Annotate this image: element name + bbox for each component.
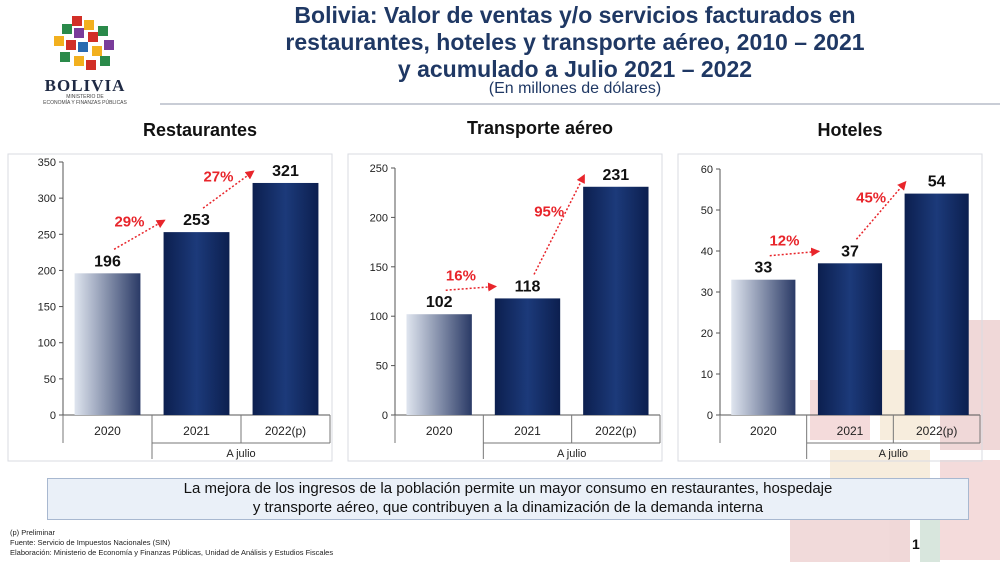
value-label: 196 xyxy=(94,253,121,270)
bar-2022(p) xyxy=(904,193,969,415)
chart-restaurantes: 0 50 100 150 200 250 300 350 196 2020 253 2021 321 20… xyxy=(7,153,333,462)
group-label: A julio xyxy=(226,448,255,460)
category-label: 2020 xyxy=(94,424,121,438)
footnote-elaboracion: Elaboración: Ministerio de Economía y Fi… xyxy=(10,548,334,557)
page-title-line-2: restaurantes, hoteles y transporte aéreo… xyxy=(285,29,865,55)
footnotes: (p) Preliminar Fuente: Servicio de Impue… xyxy=(10,528,333,558)
category-label: 2020 xyxy=(426,424,453,438)
growth-label: 29% xyxy=(114,214,144,231)
y-tick-label: 300 xyxy=(38,193,56,205)
chart-title-hoteles: Hoteles xyxy=(817,120,883,140)
message-line-2: y transporte aéreo, que contribuyen a la… xyxy=(252,499,764,516)
page-title-line-1: Bolivia: Valor de ventas y/o servicios f… xyxy=(294,2,856,28)
header-divider xyxy=(160,103,1000,105)
y-tick-label: 30 xyxy=(701,287,713,299)
chart-hoteles: 0 10 20 30 40 50 60 33 2020 37 2021 54 2022(p) A juli… xyxy=(677,153,983,462)
value-label: 118 xyxy=(515,278,541,295)
message-box: La mejora de los ingresos de la població… xyxy=(47,478,969,520)
value-label: 321 xyxy=(272,163,299,180)
value-label: 33 xyxy=(754,260,772,277)
value-label: 231 xyxy=(602,167,629,184)
bar-2020 xyxy=(74,273,141,415)
y-tick-label: 60 xyxy=(701,164,713,176)
y-tick-label: 50 xyxy=(376,361,388,373)
y-tick-label: 40 xyxy=(701,246,713,258)
growth-label: 12% xyxy=(769,233,799,250)
group-label: A julio xyxy=(879,448,908,460)
y-tick-label: 0 xyxy=(50,410,56,422)
y-tick-label: 350 xyxy=(38,157,56,169)
logo-mark-icon xyxy=(54,16,114,70)
page-title: Bolivia: Valor de ventas y/o servicios f… xyxy=(160,2,990,83)
ministry-logo: BOLIVIA MINISTERIO DE ECONOMÍA Y FINANZA… xyxy=(10,12,160,106)
bar-2021 xyxy=(163,232,230,415)
logo-subtitle-line-1: MINISTERIO DE xyxy=(66,94,104,100)
growth-label: 27% xyxy=(203,169,233,186)
bar-2021 xyxy=(494,298,561,415)
growth-label: 16% xyxy=(446,267,476,284)
growth-arrow xyxy=(202,170,255,209)
message-line-1: La mejora de los ingresos de la població… xyxy=(183,480,833,497)
value-label: 102 xyxy=(426,294,453,311)
chart-transporte-aereo: 0 50 100 150 200 250 102 2020 118 2021 231 2022(p) A… xyxy=(347,153,663,462)
y-tick-label: 100 xyxy=(38,338,56,350)
growth-arrow xyxy=(769,247,821,257)
growth-arrow xyxy=(855,180,907,240)
chart-frame xyxy=(677,153,983,462)
chart-frame xyxy=(347,153,663,462)
growth-arrow xyxy=(113,219,166,250)
value-label: 253 xyxy=(183,212,210,229)
category-label: 2020 xyxy=(750,424,777,438)
chart-frame xyxy=(7,153,333,462)
bar-2021 xyxy=(817,263,883,415)
y-tick-label: 100 xyxy=(370,311,388,323)
chart-title-transporte: Transporte aéreo xyxy=(466,118,614,138)
category-label: 2022(p) xyxy=(595,424,636,438)
y-tick-label: 250 xyxy=(370,163,388,175)
value-label: 37 xyxy=(841,243,859,260)
page-number: 1 xyxy=(912,536,920,552)
page-title-line-3: y acumulado a Julio 2021 – 2022 xyxy=(397,56,753,82)
category-label: 2021 xyxy=(837,424,864,438)
y-tick-label: 10 xyxy=(701,369,713,381)
bar-2020 xyxy=(731,279,796,415)
logo-subtitle-line-2: ECONOMÍA Y FINANZAS PÚBLICAS xyxy=(43,100,127,106)
growth-arrow xyxy=(445,282,498,292)
y-tick-label: 150 xyxy=(38,302,56,314)
value-label: 54 xyxy=(928,174,946,191)
y-tick-label: 0 xyxy=(382,410,388,422)
bar-2022(p) xyxy=(583,186,649,415)
y-tick-label: 250 xyxy=(38,229,56,241)
category-label: 2021 xyxy=(183,424,210,438)
growth-label: 45% xyxy=(856,189,886,206)
group-label: A julio xyxy=(557,448,586,460)
growth-arrow xyxy=(533,173,586,275)
footnote-preliminar: (p) Preliminar xyxy=(10,528,56,537)
category-label: 2022(p) xyxy=(916,424,957,438)
bar-2020 xyxy=(406,314,472,415)
chart-title-restaurantes: Restaurantes xyxy=(142,120,258,140)
y-tick-label: 0 xyxy=(707,410,713,422)
y-tick-label: 200 xyxy=(370,212,388,224)
y-tick-label: 150 xyxy=(370,262,388,274)
logo-wordmark: BOLIVIA xyxy=(44,76,126,95)
footnote-fuente: Fuente: Servicio de Impuestos Nacionales… xyxy=(10,538,171,547)
category-label: 2021 xyxy=(514,424,541,438)
y-tick-label: 200 xyxy=(38,265,56,277)
category-label: 2022(p) xyxy=(265,424,306,438)
growth-label: 95% xyxy=(534,204,564,221)
logo-subtitle: MINISTERIO DE ECONOMÍA Y FINANZAS PÚBLIC… xyxy=(10,94,160,106)
y-tick-label: 20 xyxy=(701,328,713,340)
page-subtitle: (En millones de dólares) xyxy=(488,80,662,97)
y-tick-label: 50 xyxy=(44,374,56,386)
y-tick-label: 50 xyxy=(701,205,713,217)
bar-2022(p) xyxy=(252,182,319,415)
